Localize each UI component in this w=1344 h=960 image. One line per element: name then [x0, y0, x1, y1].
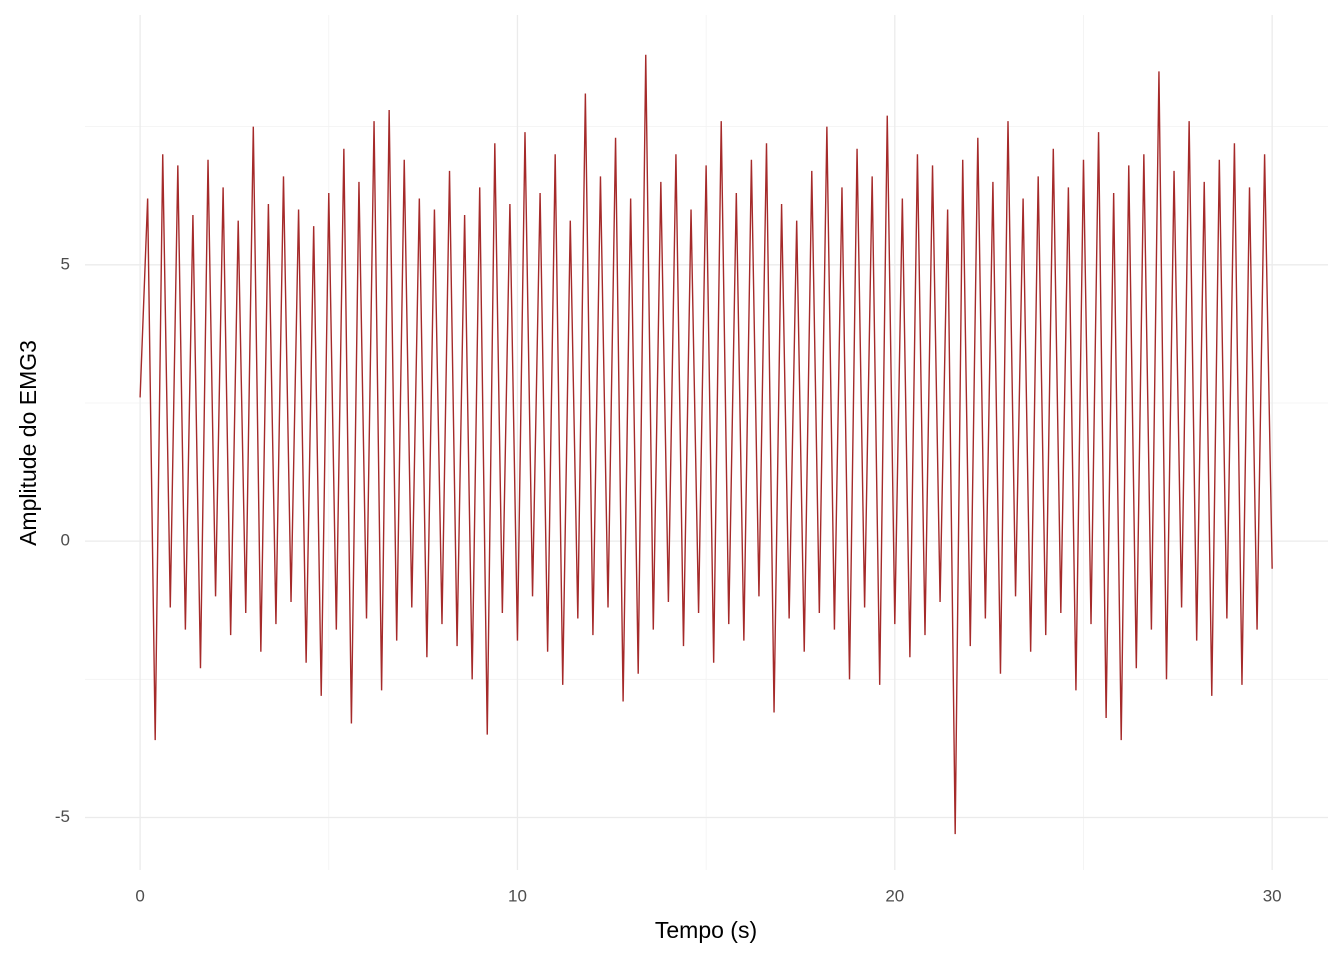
- y-axis-title: Amplitude do EMG3: [15, 340, 41, 546]
- y-tick-label: -5: [55, 807, 70, 826]
- y-tick-label: 0: [61, 531, 70, 550]
- x-tick-label: 30: [1263, 886, 1282, 905]
- x-tick-label: 0: [135, 886, 144, 905]
- signal-line: [139, 54, 1273, 835]
- x-axis-title: Tempo (s): [655, 917, 757, 943]
- x-tick-label: 20: [885, 886, 904, 905]
- x-tick-label: 10: [508, 886, 527, 905]
- y-tick-label: 5: [61, 254, 70, 273]
